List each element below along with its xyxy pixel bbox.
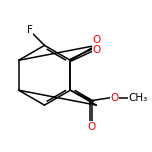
Text: O: O [92, 35, 100, 45]
Text: O: O [111, 93, 119, 103]
Text: F: F [27, 25, 33, 35]
Text: CH₃: CH₃ [129, 93, 148, 103]
Text: O: O [93, 45, 101, 55]
Text: O: O [87, 122, 95, 131]
